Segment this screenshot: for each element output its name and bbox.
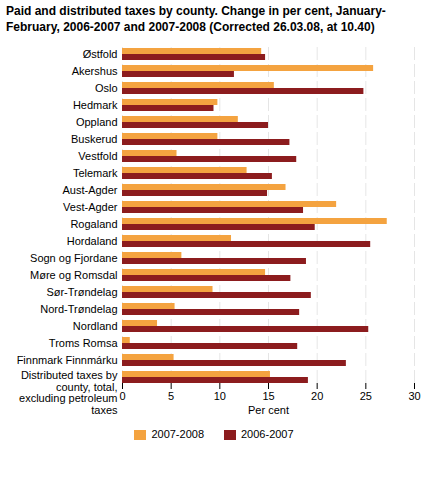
svg-text:Østfold: Østfold [83,48,118,60]
svg-text:Aust-Agder: Aust-Agder [62,184,117,196]
svg-text:Sør-Trøndelag: Sør-Trøndelag [46,286,117,298]
svg-text:Hedmark: Hedmark [73,99,118,111]
svg-text:0: 0 [119,390,125,402]
svg-text:Rogaland: Rogaland [70,218,117,230]
svg-text:Telemark: Telemark [73,167,118,179]
svg-text:Hordaland: Hordaland [67,235,118,247]
svg-text:Nord-Trøndelag: Nord-Trøndelag [40,303,117,315]
svg-text:Møre og Romsdal: Møre og Romsdal [30,269,117,281]
svg-text:Distributed taxes bycounty, to: Distributed taxes bycounty, total,exclud… [19,369,118,416]
svg-text:Vestfold: Vestfold [78,150,117,162]
html-text:2006-2007: 2006-2007 [241,428,294,441]
svg-text:Vest-Agder: Vest-Agder [63,201,118,213]
svg-text:Oslo: Oslo [95,82,118,94]
svg-text:Akershus: Akershus [72,65,118,77]
svg-text:Oppland: Oppland [76,116,118,128]
svg-text:Finnmark Finnmárku: Finnmark Finnmárku [17,354,118,366]
svg-text:Nordland: Nordland [73,320,118,332]
html-text:2007-2008: 2007-2008 [151,428,204,441]
svg-text:25: 25 [360,390,372,402]
svg-text:5: 5 [168,390,174,402]
svg-text:Troms Romsa: Troms Romsa [49,337,119,349]
svg-text:Buskerud: Buskerud [71,133,117,145]
svg-text:10: 10 [214,390,226,402]
svg-text:Per cent: Per cent [248,404,289,416]
svg-text:Sogn og Fjordane: Sogn og Fjordane [30,252,117,264]
svg-text:30: 30 [408,390,420,402]
html-text:Paid and distributed taxes by: Paid and distributed taxes by county. Ch… [6,4,386,34]
svg-text:20: 20 [311,390,323,402]
svg-text:15: 15 [262,390,274,402]
